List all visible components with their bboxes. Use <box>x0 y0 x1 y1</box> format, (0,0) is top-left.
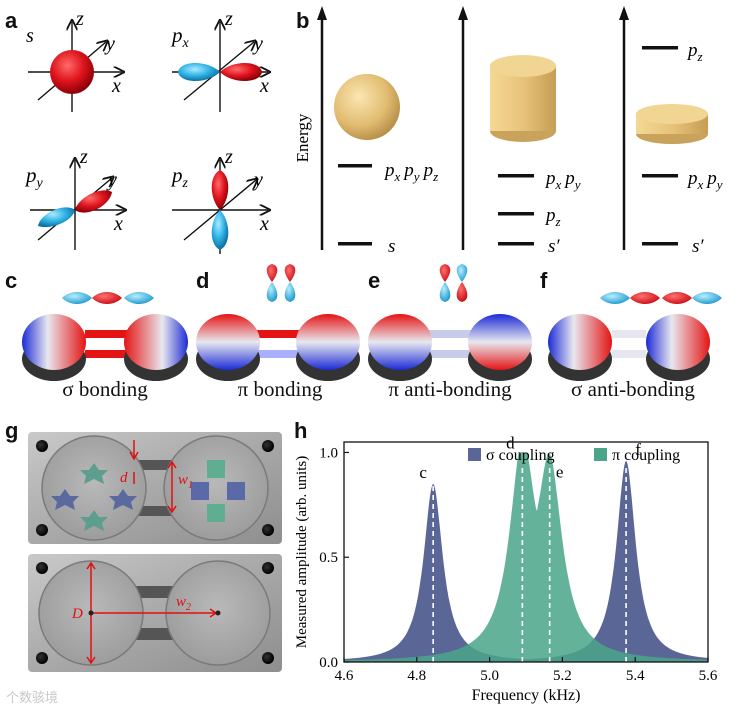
py-axis-x: x <box>113 213 123 235</box>
photo-bottom-plate <box>28 554 282 672</box>
x-tick-label: 5.6 <box>699 668 718 684</box>
level-col2-s <box>498 242 534 246</box>
level-col1-s <box>338 242 372 246</box>
x-tick-label: 4.8 <box>407 668 426 684</box>
panel-label-c: c <box>5 268 18 293</box>
px-axis-x: x <box>259 75 269 97</box>
label-d: d <box>120 470 128 486</box>
label-w2: w2 <box>176 594 191 613</box>
mode-shapes <box>22 264 722 381</box>
pz-axis-z: z <box>224 146 233 168</box>
mode-sigma-bonding <box>22 292 188 381</box>
plot-area: c f d e <box>344 433 708 662</box>
panel-label-e: e <box>368 268 381 293</box>
caption-sigma-antibonding: σ anti-bonding <box>571 377 695 401</box>
legend-swatch-sigma <box>468 448 481 461</box>
y-tick-label: 0.5 <box>319 550 338 566</box>
py-orbital <box>30 160 124 250</box>
panel-label-f: f <box>540 268 548 293</box>
x-tick-label: 5.0 <box>480 668 499 684</box>
caption-sigma-bonding: σ bonding <box>62 377 148 401</box>
panel-label-b: b <box>296 8 310 33</box>
level-col1-p <box>338 164 372 168</box>
watermark: 个数骇境 <box>6 691 59 706</box>
level-col3-pxpy-label: px py <box>686 168 723 192</box>
x-tick-label: 4.6 <box>335 668 354 684</box>
y-tick-label: 1.0 <box>319 445 338 461</box>
mode-pi-bonding <box>196 264 360 381</box>
y-axis-label: Measured amplitude (arb. units) <box>294 456 310 648</box>
s-axis-z: z <box>75 8 84 30</box>
energy-axis-label: Energy <box>293 113 312 162</box>
caption-pi-bonding: π bonding <box>237 377 323 401</box>
s-axis-x: x <box>111 75 121 97</box>
sphere-resonator <box>334 74 400 140</box>
mode-sigma-antibonding <box>548 292 722 381</box>
pz-title: pz <box>170 163 189 191</box>
label-w1: w1 <box>178 472 193 491</box>
mode-pi-antibonding <box>368 264 532 381</box>
legend-label-sigma: σ coupling <box>486 447 555 464</box>
s-axis-y: y <box>104 33 115 55</box>
series-area-sigma <box>344 460 708 662</box>
s-title: s <box>26 25 34 47</box>
label-D: D <box>71 606 83 622</box>
py-axis-z: z <box>79 146 88 168</box>
px-axis-y: y <box>252 33 263 55</box>
orbital-diagrams: s z y x px z y x py z y x pz z y x <box>24 8 290 254</box>
level-col2-pxpy <box>498 174 534 178</box>
panel-label-a: a <box>5 8 18 33</box>
peak-label-e: e <box>556 462 564 481</box>
x-axis-label: Frequency (kHz) <box>472 687 581 704</box>
pz-axis-y: y <box>252 169 263 191</box>
level-col3-s-label: s′ <box>692 236 704 257</box>
px-title: px <box>170 23 190 51</box>
level-col3-pz-label: pz <box>686 40 703 64</box>
peak-label-d: d <box>506 433 515 452</box>
peak-label-f: f <box>635 440 641 459</box>
level-col2-s-label: s′ <box>548 236 560 257</box>
panel-label-h: h <box>294 418 308 443</box>
panel-label-g: g <box>5 418 19 443</box>
px-axis-z: z <box>224 8 233 30</box>
y-tick-label: 0.0 <box>319 655 338 671</box>
series-area-pi <box>344 452 708 662</box>
legend-label-pi: π coupling <box>612 447 680 464</box>
pz-axis-x: x <box>259 213 269 235</box>
plot-frame <box>343 441 709 663</box>
x-tick-label: 5.4 <box>626 668 645 684</box>
py-axis-y: y <box>106 169 117 191</box>
axes: 4.6 4.8 5.0 5.2 5.4 5.6 0.0 0.5 1.0 <box>319 441 718 684</box>
peak-label-c: c <box>419 463 427 482</box>
legend: σ coupling π coupling <box>468 447 680 464</box>
amplitude-spectrum-chart: c f d e 4.6 4.8 5.0 5.2 5.4 5.6 0.0 0.5 1.0 Frequen… <box>294 433 718 704</box>
tall-cylinder-resonator <box>490 55 556 142</box>
level-col3-pxpy <box>642 174 678 178</box>
caption-pi-antibonding: π anti-bonding <box>388 377 512 401</box>
flat-disk-resonator <box>636 104 708 144</box>
panel-label-d: d <box>196 268 210 293</box>
py-title: py <box>24 163 44 191</box>
level-col2-pz-label: pz <box>544 205 561 229</box>
legend-swatch-pi <box>594 448 607 461</box>
level-col2-pxpy-label: px py <box>544 168 581 192</box>
level-col1-p-label: px py pz <box>383 160 438 184</box>
sample-photos: d w1 D w2 <box>28 432 282 672</box>
level-col2-pz <box>498 212 534 216</box>
energy-level-diagram: Energy px py pz s px py pz s′ pz px py s′ <box>293 6 723 257</box>
level-col1-s-label: s <box>388 236 395 257</box>
level-col3-s <box>642 242 678 246</box>
s-orbital <box>28 22 122 112</box>
pz-orbital <box>172 160 268 254</box>
level-col3-pz <box>642 46 678 50</box>
photo-top-plate <box>28 432 282 544</box>
x-tick-label: 5.2 <box>553 668 572 684</box>
px-orbital <box>172 22 268 112</box>
